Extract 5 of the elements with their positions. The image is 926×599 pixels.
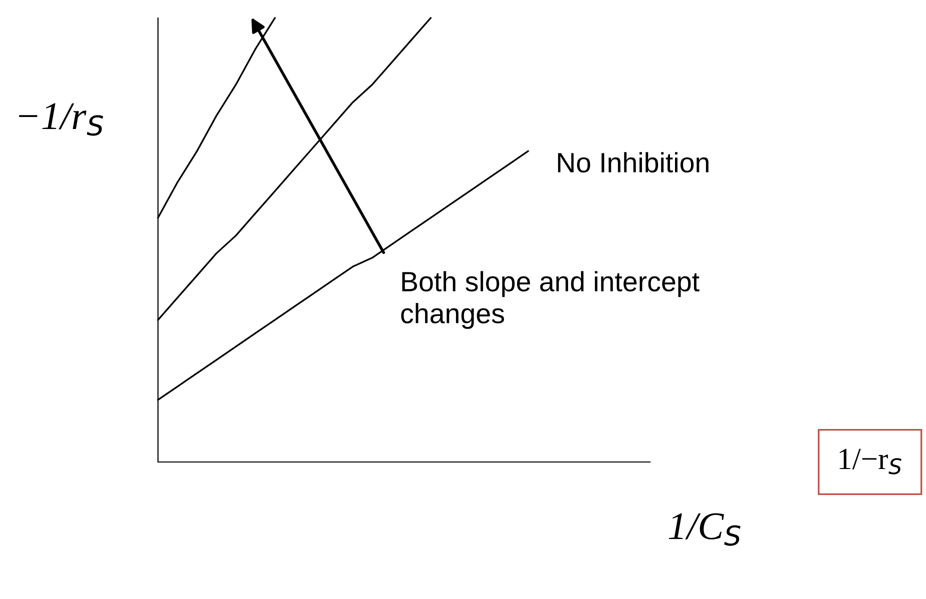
y-axis-title: −1/r$_{S}$ xyxy=(19,103,104,136)
x-axis-title: 1/C$_{S}$ xyxy=(668,513,740,546)
annotation: No Inhibition xyxy=(558,152,708,173)
annotation: Both slope and intercept changes xyxy=(401,271,700,329)
text: 1/−r$_{S}$ xyxy=(840,448,902,474)
